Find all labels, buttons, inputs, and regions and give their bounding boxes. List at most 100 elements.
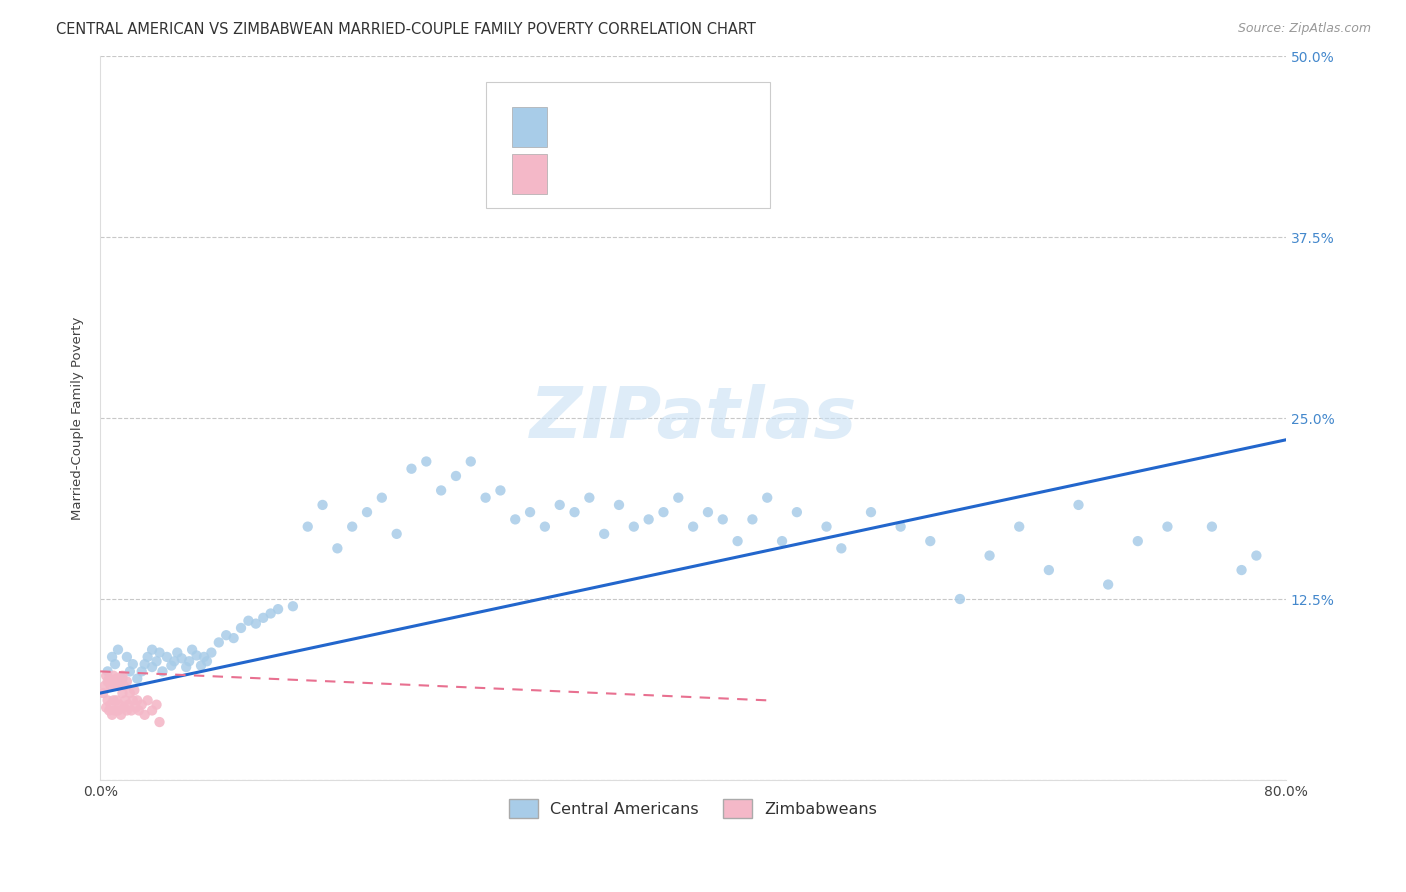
Point (114, 693, 136, 707)
Point (186, 648, 208, 663)
Point (444, 469, 467, 483)
Point (134, 707, 156, 722)
Point (756, 491, 779, 505)
Point (163, 654, 186, 668)
FancyBboxPatch shape (512, 107, 547, 146)
Point (145, 698, 167, 712)
Point (637, 512, 659, 526)
Point (252, 611, 274, 625)
Point (97, 693, 120, 707)
Point (949, 592, 972, 607)
Point (1156, 519, 1178, 533)
Point (534, 519, 557, 533)
Point (97, 665, 120, 679)
Y-axis label: Married-Couple Family Poverty: Married-Couple Family Poverty (72, 317, 84, 520)
Point (326, 541, 349, 556)
Point (267, 602, 290, 616)
Point (519, 505, 541, 519)
Point (195, 654, 218, 668)
Text: ZIPatlas: ZIPatlas (530, 384, 856, 452)
Point (830, 541, 852, 556)
Point (401, 461, 423, 475)
Point (385, 527, 408, 541)
Point (136, 649, 159, 664)
Point (100, 698, 122, 712)
Point (107, 679, 129, 693)
Point (181, 642, 204, 657)
Point (103, 669, 125, 683)
Point (281, 599, 304, 614)
Point (741, 512, 763, 526)
Point (134, 657, 156, 672)
Point (94, 669, 117, 683)
Point (105, 693, 128, 707)
Point (238, 614, 260, 628)
Point (131, 665, 153, 679)
Point (131, 698, 153, 712)
Point (111, 672, 134, 686)
Point (97, 674, 120, 689)
Point (112, 700, 135, 714)
Point (148, 714, 170, 729)
Point (415, 454, 437, 468)
Point (141, 642, 163, 657)
Point (222, 631, 245, 645)
Point (117, 698, 139, 712)
Text: Source: ZipAtlas.com: Source: ZipAtlas.com (1237, 22, 1371, 36)
Point (148, 646, 170, 660)
Point (200, 646, 222, 660)
Point (356, 505, 378, 519)
Point (1201, 519, 1223, 533)
Point (105, 672, 128, 686)
Point (890, 519, 912, 533)
Point (101, 649, 124, 664)
Point (593, 527, 616, 541)
Point (120, 703, 142, 717)
Point (652, 505, 675, 519)
Point (215, 628, 238, 642)
Legend: Central Americans, Zimbabweans: Central Americans, Zimbabweans (501, 791, 886, 826)
Point (100, 679, 122, 693)
Point (548, 498, 571, 512)
Point (101, 707, 124, 722)
Point (340, 519, 363, 533)
Point (190, 658, 212, 673)
Point (1126, 534, 1149, 549)
Point (107, 642, 129, 657)
Point (103, 693, 125, 707)
Point (297, 519, 319, 533)
Point (208, 635, 231, 649)
Point (260, 607, 283, 621)
Point (607, 498, 630, 512)
Point (111, 686, 134, 700)
Point (127, 693, 149, 707)
Point (229, 621, 252, 635)
Point (121, 657, 143, 672)
Point (152, 665, 174, 679)
Point (107, 703, 129, 717)
Point (1038, 563, 1060, 577)
Point (711, 512, 734, 526)
FancyBboxPatch shape (512, 154, 547, 194)
Text: CENTRAL AMERICAN VS ZIMBABWEAN MARRIED-COUPLE FAMILY POVERTY CORRELATION CHART: CENTRAL AMERICAN VS ZIMBABWEAN MARRIED-C… (56, 22, 756, 37)
Point (141, 660, 163, 674)
Point (118, 665, 141, 679)
Point (141, 703, 163, 717)
Point (98, 672, 121, 686)
Point (503, 512, 526, 526)
Point (697, 505, 720, 519)
Point (170, 651, 193, 665)
Point (1097, 577, 1119, 591)
Point (815, 519, 838, 533)
Point (786, 505, 808, 519)
Point (94, 700, 117, 714)
Point (108, 698, 131, 712)
Point (489, 483, 512, 498)
Point (1230, 563, 1253, 577)
Point (145, 654, 167, 668)
Point (124, 683, 146, 698)
Point (179, 654, 201, 668)
Point (112, 679, 135, 693)
Point (121, 693, 143, 707)
Point (110, 707, 132, 722)
